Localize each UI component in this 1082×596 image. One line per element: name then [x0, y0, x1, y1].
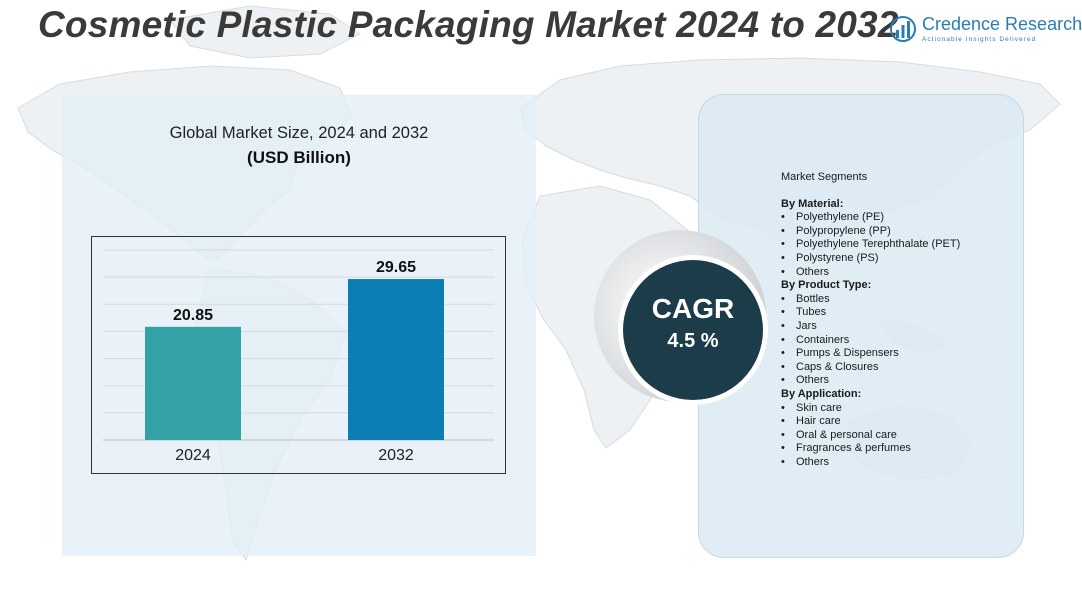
segment-item: Polyethylene (PE): [781, 211, 1016, 225]
segment-group-material: By Material: Polyethylene (PE) Polypropy…: [781, 198, 1016, 280]
chart-subheading: (USD Billion): [247, 148, 351, 167]
segment-item: Oral & personal care: [781, 429, 1016, 443]
segment-item: Hair care: [781, 415, 1016, 429]
tick-label-2032: 2032: [378, 447, 414, 464]
cagr-value: 4.5 %: [667, 330, 719, 352]
cagr-label: CAGR: [651, 293, 735, 324]
segment-item: Pumps & Dispensers: [781, 347, 1016, 361]
segments-title: Market Segments: [781, 171, 868, 183]
segment-item: Tubes: [781, 306, 1016, 320]
bar-chart-frame: 20.85 2024 29.65 2032: [91, 236, 506, 474]
bar-chart: 20.85 2024 29.65 2032: [103, 249, 494, 464]
logo-tagline: Actionable Insights Delivered: [922, 36, 1037, 43]
segment-item: Fragrances & perfumes: [781, 442, 1016, 456]
logo-bars-icon: [890, 16, 916, 42]
segment-group-title: By Application:: [781, 387, 862, 400]
segment-item: Others: [781, 266, 1016, 280]
segment-item: Others: [781, 374, 1016, 388]
segment-group-title: By Material:: [781, 197, 844, 210]
segment-group-title: By Product Type:: [781, 279, 872, 292]
market-segments: Market Segments By Material: Polyethylen…: [781, 171, 1016, 469]
segment-item: Polystyrene (PS): [781, 252, 1016, 266]
tick-label-2024: 2024: [175, 447, 211, 464]
bar-2024: [145, 326, 241, 440]
segment-group-product-type: By Product Type: Bottles Tubes Jars Cont…: [781, 279, 1016, 388]
segment-item: Skin care: [781, 402, 1016, 416]
segment-item: Polyethylene Terephthalate (PET): [781, 238, 1016, 252]
chart-heading: Global Market Size, 2024 and 2032: [169, 124, 429, 142]
segment-item: Bottles: [781, 293, 1016, 307]
segment-item: Polypropylene (PP): [781, 225, 1016, 239]
logo-name: Credence Research: [922, 14, 1082, 34]
segment-item: Containers: [781, 334, 1016, 348]
bar-2032: [348, 279, 444, 440]
segment-item: Caps & Closures: [781, 361, 1016, 375]
page-title: Cosmetic Plastic Packaging Market 2024 t…: [38, 4, 899, 45]
segment-group-application: By Application: Skin care Hair care Oral…: [781, 388, 1016, 470]
data-label-2032: 29.65: [376, 259, 416, 276]
market-size-panel: [62, 95, 536, 556]
cagr-badge: CAGR 4.5 %: [623, 260, 763, 400]
data-label-2024: 20.85: [173, 307, 213, 324]
brand-logo: Credence Research Actionable Insights De…: [890, 12, 1082, 46]
segment-item: Jars: [781, 320, 1016, 334]
segment-item: Others: [781, 456, 1016, 470]
